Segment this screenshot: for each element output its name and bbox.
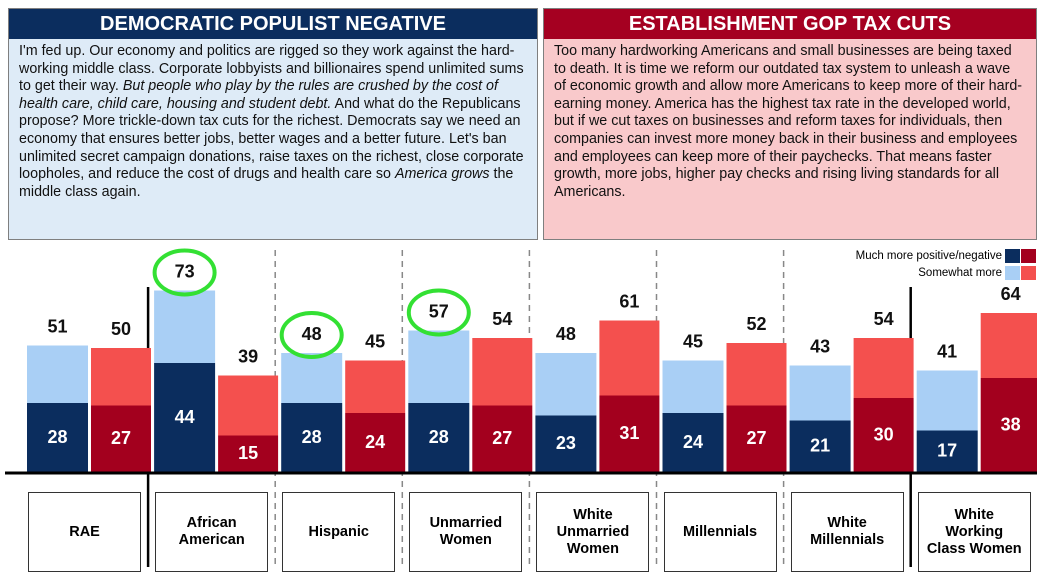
total-label: 54 (492, 309, 512, 329)
bar-segment (91, 348, 151, 406)
panel-text: And what do the Republicans propose? Mor… (19, 95, 524, 183)
bar-segment (853, 398, 914, 473)
bar-segment (408, 403, 470, 473)
bar-segment (91, 405, 151, 473)
segment-label: 27 (492, 428, 512, 448)
segment-label: 27 (746, 428, 766, 448)
bar-segment (726, 343, 787, 406)
bar-segment (726, 405, 787, 473)
total-label: 73 (175, 261, 195, 281)
bar-segment (218, 435, 279, 473)
panel-title: DEMOCRATIC POPULIST NEGATIVE (9, 9, 537, 39)
bar-segment (281, 403, 343, 473)
panel-text: But people who play by the rules are cru… (19, 78, 498, 112)
legend-swatch (1005, 266, 1020, 280)
bar-segment (789, 420, 851, 473)
category-label: Hispanic (282, 492, 396, 572)
bar-segment (980, 313, 1037, 378)
bar-segment (27, 403, 88, 473)
segment-label: 28 (47, 427, 67, 447)
category-label: White Unmarried Women (536, 492, 650, 572)
total-label: 61 (619, 291, 639, 311)
total-label: 52 (746, 314, 766, 334)
segment-label: 21 (810, 436, 830, 456)
category-label: RAE (28, 492, 142, 572)
bar-segment (154, 363, 216, 473)
segment-label: 38 (1001, 414, 1021, 434)
category-label: African American (155, 492, 269, 572)
bar-segment (281, 353, 343, 403)
bar-segment (535, 353, 597, 416)
segment-label: 15 (238, 443, 258, 463)
legend-label: Much more positive/negative (856, 250, 1002, 262)
total-label: 48 (302, 324, 322, 344)
legend-swatch (1021, 266, 1036, 280)
total-label: 45 (365, 331, 385, 351)
segment-label: 17 (937, 441, 957, 461)
bar-segment (789, 365, 851, 421)
bar-segment (218, 375, 279, 436)
total-label: 51 (47, 316, 67, 336)
bar-segment (27, 345, 88, 403)
bar-segment (662, 360, 724, 413)
bar-segment (599, 320, 660, 396)
segment-label: 27 (111, 428, 131, 448)
panel-text: I'm fed up. Our economy and politics are… (19, 43, 524, 95)
bar-segment (472, 338, 533, 406)
total-label: 54 (874, 309, 894, 329)
category-label: Unmarried Women (409, 492, 523, 572)
bar-segment (472, 405, 533, 473)
bar-segment (345, 360, 406, 413)
segment-label: 24 (683, 432, 703, 452)
segment-label: 31 (619, 423, 639, 443)
category-label: White Millennials (790, 492, 904, 572)
bar-segment (662, 413, 724, 473)
highlight-circle (152, 248, 217, 297)
highlight-circle (406, 288, 471, 337)
bar-segment (535, 415, 597, 473)
total-label: 45 (683, 331, 703, 351)
legend-label: Somewhat more (918, 267, 1002, 279)
bar-segment (345, 413, 406, 473)
panel-text: Too many hardworking Americans and small… (554, 43, 1023, 200)
total-label: 57 (429, 301, 449, 321)
bar-segment (599, 395, 660, 473)
bar-segment (408, 330, 470, 403)
panel-body: I'm fed up. Our economy and politics are… (9, 39, 537, 205)
panel-body: Too many hardworking Americans and small… (544, 39, 1036, 205)
total-label: 43 (810, 336, 830, 356)
bar-segment (916, 370, 978, 431)
panel: ESTABLISHMENT GOP TAX CUTS Too many hardw… (543, 8, 1037, 240)
total-label: 50 (111, 319, 131, 339)
legend-swatch (1005, 249, 1020, 263)
total-label: 39 (238, 346, 258, 366)
panel-text: America grows (394, 166, 490, 183)
segment-label: 28 (429, 427, 449, 447)
category-label: White Working Class Women (917, 492, 1031, 572)
segment-label: 23 (556, 433, 576, 453)
segment-label: 30 (874, 424, 894, 444)
bar-segment (853, 338, 914, 398)
total-label: 64 (1001, 284, 1021, 304)
total-label: 41 (937, 341, 957, 361)
segment-label: 44 (175, 407, 195, 427)
category-label: Millennials (663, 492, 777, 572)
panel-text: the middle class again. (19, 166, 514, 200)
total-label: 48 (556, 324, 576, 344)
bar-segment (154, 290, 216, 363)
bar-segment (980, 378, 1037, 473)
legend-swatch (1021, 249, 1036, 263)
bar-segment (916, 430, 978, 473)
segment-label: 28 (302, 427, 322, 447)
panel: DEMOCRATIC POPULIST NEGATIVE I'm fed up. … (8, 8, 538, 240)
segment-label: 24 (365, 432, 385, 452)
panel-title: ESTABLISHMENT GOP TAX CUTS (544, 9, 1036, 39)
highlight-circle (279, 311, 344, 359)
